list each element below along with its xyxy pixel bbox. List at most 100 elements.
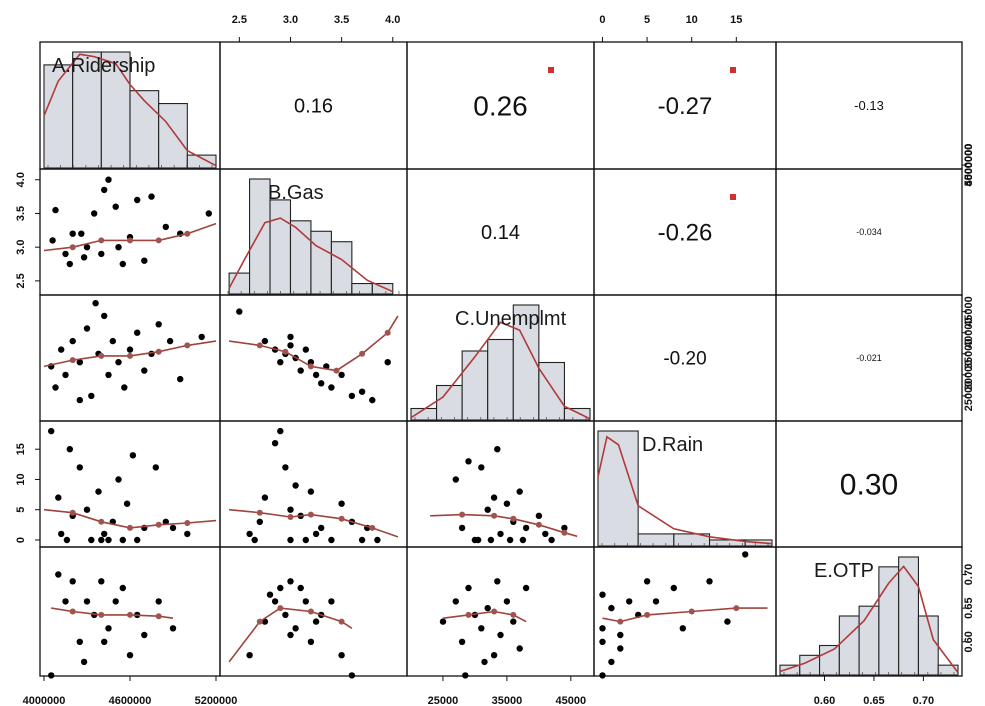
histogram-bar: [637, 533, 675, 547]
scatter-3-0: [43, 427, 217, 544]
tick-label: 0.70: [913, 695, 934, 706]
data-point: [58, 346, 65, 353]
tick-label: 45000: [556, 695, 587, 706]
loess-point: [69, 509, 76, 516]
correlation-value: 0.14: [481, 222, 520, 244]
data-point: [58, 530, 65, 538]
data-point: [83, 325, 91, 332]
correlation-value: -0.13: [854, 98, 884, 113]
data-point: [69, 578, 76, 585]
data-point: [105, 536, 112, 544]
data-point: [287, 333, 294, 341]
histogram-2: C.Unemplmt: [410, 304, 591, 421]
tick-label: 0: [599, 14, 605, 26]
data-point: [516, 645, 523, 652]
data-point: [302, 598, 309, 605]
data-point: [302, 536, 309, 544]
loess-line: [51, 607, 174, 619]
loess-point: [155, 521, 162, 528]
scatter-3-2: [430, 446, 578, 544]
histogram-bar: [249, 178, 271, 295]
tick-label: 4.0: [15, 172, 27, 187]
scatter-4-0: [48, 571, 177, 679]
histogram-bar: [72, 51, 102, 169]
scatter-4-3: [599, 551, 768, 679]
data-point: [83, 598, 91, 605]
histogram-bar: [512, 304, 540, 421]
data-point: [506, 536, 514, 544]
data-point: [503, 598, 511, 605]
histogram-bar: [100, 51, 131, 169]
data-point: [481, 658, 488, 666]
variable-label: E.OTP: [814, 560, 874, 582]
tick-label: 30000: [963, 360, 975, 391]
data-point: [287, 631, 294, 639]
scatter-3-1: [229, 427, 399, 544]
data-point: [679, 625, 686, 632]
data-point: [101, 530, 108, 538]
data-point: [119, 584, 127, 592]
data-point: [348, 392, 356, 400]
data-point: [292, 482, 299, 489]
data-point: [76, 396, 84, 404]
tick-label: 4000000: [963, 144, 975, 187]
tick-label: 0.65: [963, 597, 975, 618]
data-point: [652, 598, 660, 605]
data-point: [522, 524, 530, 532]
data-point: [490, 494, 498, 501]
histogram-bar: [858, 605, 880, 676]
loess-point: [491, 608, 498, 615]
data-point: [129, 452, 137, 459]
panel-2-1: [219, 294, 408, 422]
data-point: [608, 658, 615, 666]
tick-label: 3.5: [334, 14, 349, 26]
data-point: [48, 427, 55, 435]
data-point: [76, 638, 84, 645]
data-point: [169, 625, 177, 632]
data-point: [484, 604, 491, 612]
data-point: [134, 329, 141, 336]
tick-label: 3.5: [15, 206, 27, 221]
loess-point: [491, 512, 498, 519]
tick-label: 4000000: [23, 695, 66, 706]
data-point: [101, 186, 108, 194]
data-point: [608, 604, 615, 612]
data-point: [109, 337, 117, 345]
density-curve: [779, 565, 959, 674]
data-point: [105, 176, 112, 183]
data-point: [112, 203, 119, 210]
tick-label: 5000000: [963, 144, 975, 187]
data-point: [358, 388, 366, 395]
data-point: [307, 359, 315, 366]
data-point: [119, 536, 127, 544]
tick-label: 0.60: [963, 631, 975, 652]
data-point: [465, 458, 472, 465]
histogram-bar: [269, 199, 292, 295]
tick-label: 0.70: [963, 564, 975, 585]
panel-3-1: [219, 420, 408, 548]
data-point: [246, 530, 253, 538]
data-point: [312, 530, 320, 538]
tick-label: 5200000: [195, 695, 238, 706]
tick-label: 40000: [963, 317, 975, 348]
histogram-bar: [838, 615, 860, 676]
data-point: [83, 244, 91, 251]
tick-label: 4500000: [963, 144, 975, 187]
data-point: [169, 524, 177, 532]
data-point: [205, 210, 212, 217]
loess-point: [184, 342, 191, 349]
data-point: [312, 618, 320, 625]
tick-label: 0: [15, 537, 27, 543]
data-point: [115, 476, 122, 483]
data-point: [282, 464, 289, 471]
scatter-2-1: [228, 308, 399, 404]
data-point: [599, 672, 606, 679]
variable-label: B.Gas: [268, 182, 324, 204]
panel-4-4: [775, 546, 963, 677]
data-point: [312, 371, 320, 379]
data-point: [297, 584, 304, 592]
data-point: [318, 524, 325, 532]
loess-point: [384, 329, 391, 336]
loess-point: [277, 605, 284, 612]
data-point: [62, 598, 69, 605]
